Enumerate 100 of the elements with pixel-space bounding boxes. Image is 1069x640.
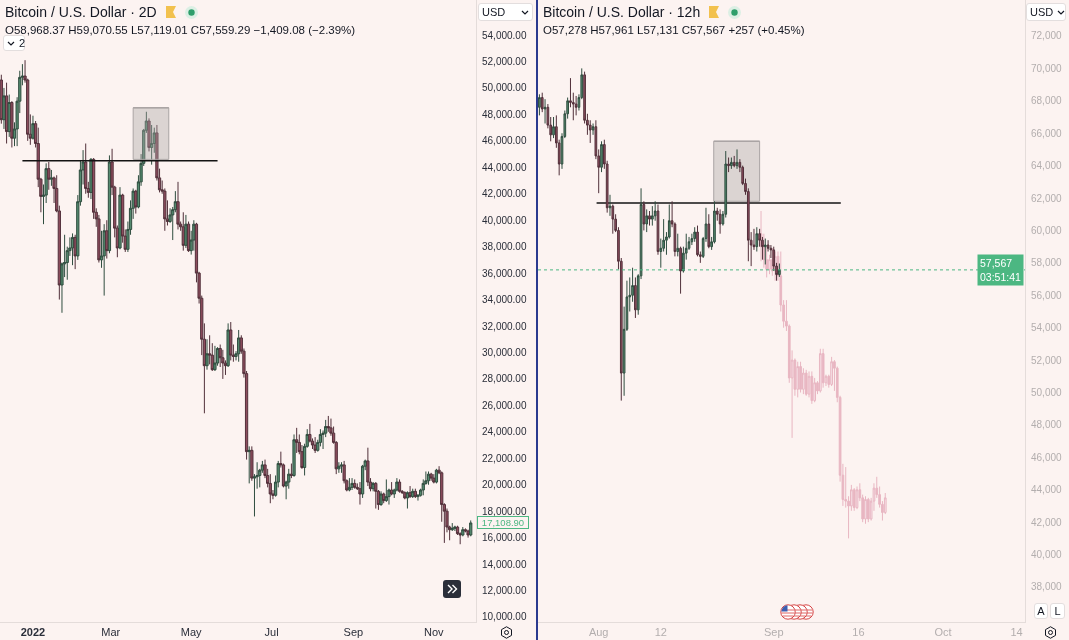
candlestick	[543, 98, 547, 124]
y-tick-label: 50,000	[1031, 387, 1063, 399]
candlestick	[538, 93, 541, 116]
x-tick-label: Mar	[101, 626, 121, 639]
candlestick	[648, 210, 651, 227]
y-tick-label: 70,000	[1031, 62, 1063, 74]
y-tick-label: 54,000	[1031, 322, 1063, 334]
candlestick	[755, 226, 759, 253]
y-tick-label: 46,000.00	[482, 135, 527, 147]
candlestick	[679, 246, 682, 295]
y-tick-label: 44,000	[1031, 484, 1063, 496]
text: 17,108.90	[481, 517, 525, 528]
candlestick	[469, 519, 473, 537]
letter-button: A	[1034, 603, 1048, 619]
candlestick	[540, 92, 544, 113]
candlestick	[429, 472, 433, 482]
y-tick-label: 64,000	[1031, 160, 1063, 172]
y-tick-label: 54,000.00	[482, 29, 527, 41]
y-tick-label: 14,000.00	[482, 558, 527, 570]
x-tick-label: Jul	[264, 626, 279, 639]
candlestick	[247, 445, 251, 484]
x-tick-label: Aug	[588, 626, 609, 639]
y-tick-label: 48,000	[1031, 419, 1063, 431]
candlestick	[608, 194, 612, 217]
y-tick-label: 30,000.00	[482, 346, 527, 358]
candlestick	[10, 100, 14, 148]
y-tick-label: 48,000.00	[482, 108, 527, 120]
y-tick-label: 16,000.00	[482, 532, 527, 544]
candlestick	[205, 338, 209, 371]
candlestick	[611, 204, 615, 235]
y-tick-label: 66,000	[1031, 127, 1063, 139]
candlestick	[552, 116, 555, 139]
candlestick	[453, 525, 457, 532]
dropdown-button: USD	[1026, 3, 1066, 21]
y-tick-label: 62,000	[1031, 192, 1063, 204]
collapse-button: 2	[3, 35, 25, 51]
candlestick	[634, 276, 637, 319]
candlestick	[229, 321, 233, 361]
candlestick	[642, 200, 646, 231]
candlestick	[730, 157, 733, 170]
y-tick-label: 36,000.00	[482, 267, 527, 279]
candlestick	[416, 493, 420, 502]
y-tick-label: 12,000.00	[482, 585, 527, 597]
candlestick	[176, 181, 180, 230]
candlestick	[374, 481, 378, 510]
x-tick-label: 14	[1010, 626, 1023, 639]
text: O57,278 H57,961 L57,131 C57,567 +257 (+0.45%)	[543, 24, 805, 36]
y-tick-label: 50,000.00	[482, 82, 527, 94]
y-tick-label: 26,000.00	[482, 399, 527, 411]
y-tick-label: 24,000.00	[482, 426, 527, 438]
y-tick-label: 38,000.00	[482, 241, 527, 253]
candlestick	[337, 461, 341, 474]
candlestick	[591, 122, 595, 136]
candlestick	[105, 219, 109, 260]
candlestick	[339, 461, 344, 474]
y-tick-label: 34,000.00	[482, 294, 527, 306]
candlestick	[84, 143, 88, 195]
y-tick-label: 44,000.00	[482, 161, 527, 173]
y-tick-label: 52,000	[1031, 354, 1063, 366]
candlestick	[461, 526, 465, 537]
candlestick	[360, 464, 365, 499]
x-tick-label: Sep	[343, 626, 364, 639]
candlestick	[389, 481, 394, 496]
x-tick-label: Nov	[424, 626, 445, 639]
y-tick-label: 40,000	[1031, 549, 1063, 561]
y-tick-label: 42,000	[1031, 516, 1063, 528]
candlestick	[693, 226, 697, 243]
y-tick-label: 32,000.00	[482, 320, 527, 332]
candlestick	[49, 169, 54, 187]
x-tick-label: May	[180, 626, 203, 639]
candlestick	[366, 447, 370, 487]
candlestick	[89, 157, 93, 200]
candlestick	[184, 214, 188, 249]
candlestick	[134, 189, 138, 215]
y-tick-label: 20,000.00	[482, 479, 527, 491]
y-tick-label: 46,000	[1031, 451, 1063, 463]
y-tick-label: 58,000	[1031, 257, 1063, 269]
candlestick	[7, 94, 11, 138]
candlestick	[213, 345, 217, 372]
candlestick	[250, 445, 254, 482]
candlestick	[676, 233, 680, 257]
y-tick-label: 68,000	[1031, 95, 1063, 107]
x-tick-label: Oct	[934, 626, 952, 639]
candlestick	[292, 433, 296, 478]
candlestick	[653, 200, 657, 222]
y-tick-label: 60,000	[1031, 224, 1063, 236]
candlestick	[226, 322, 230, 368]
x-tick-label: Sep	[763, 626, 784, 639]
candlestick	[600, 140, 603, 173]
candlestick	[735, 148, 739, 170]
candlestick	[382, 492, 386, 504]
candlestick	[403, 490, 407, 500]
candlestick	[408, 485, 412, 499]
candlestick	[656, 204, 660, 256]
y-tick-label: 22,000.00	[482, 452, 527, 464]
candlestick	[313, 436, 317, 454]
x-tick-label: 16	[852, 626, 865, 639]
y-tick-label: 52,000.00	[482, 56, 527, 67]
chart-title: Bitcoin / U.S. Dollar · 12h	[543, 4, 701, 20]
candlestick	[31, 115, 35, 141]
